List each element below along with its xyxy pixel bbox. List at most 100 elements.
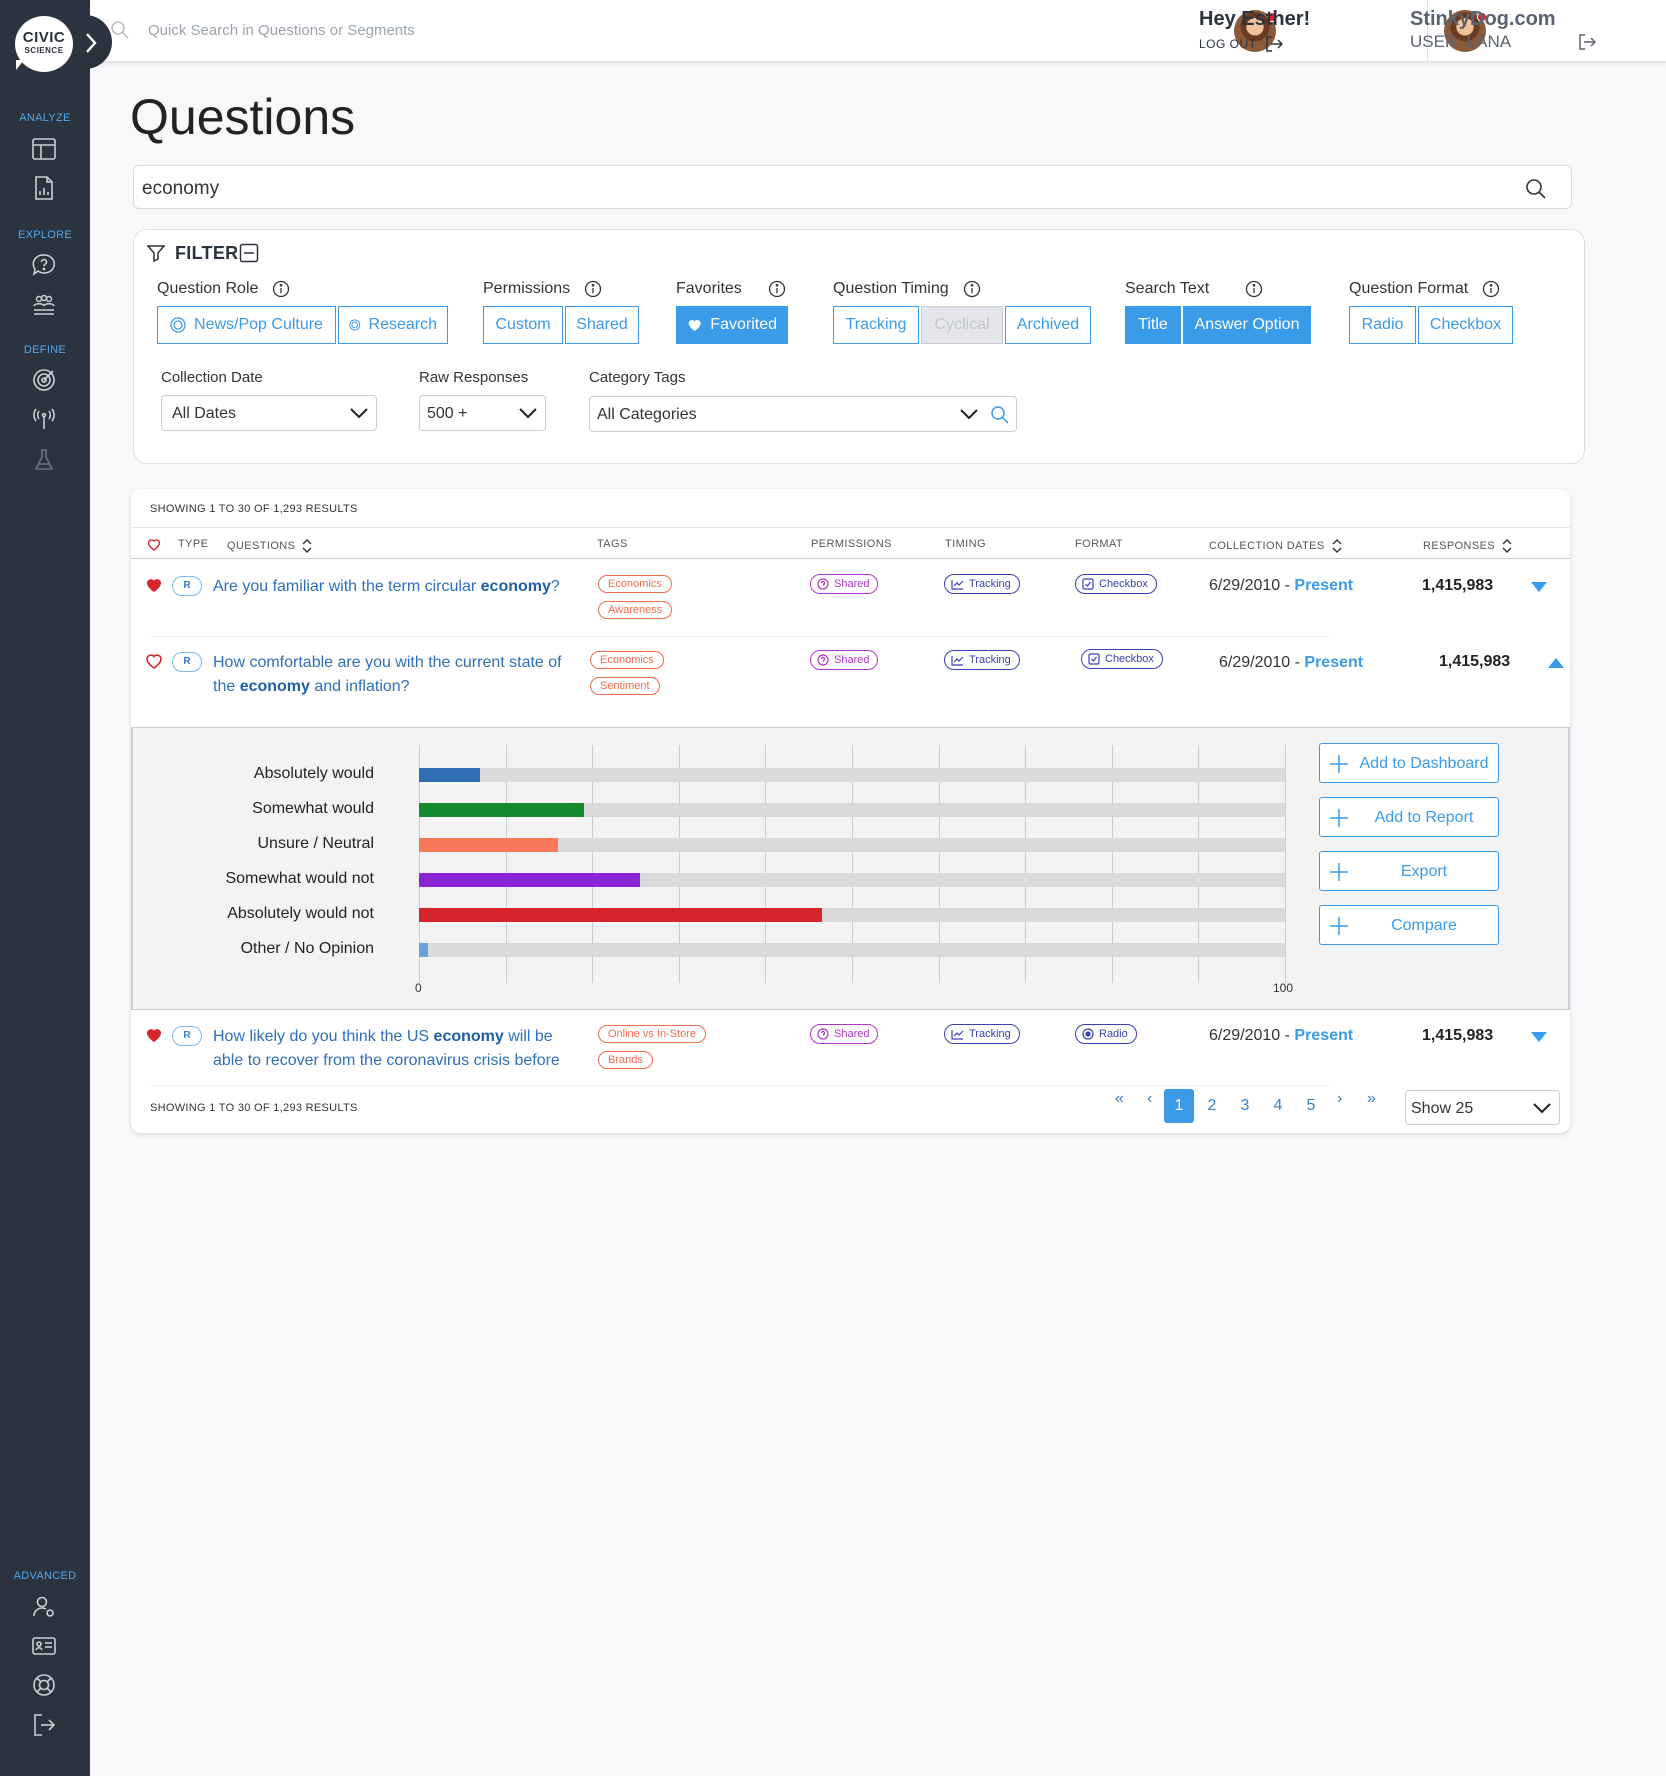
user-avatar[interactable] bbox=[1234, 10, 1277, 52]
permission-value: Shared bbox=[834, 653, 870, 666]
chart-bar-track bbox=[419, 803, 1285, 817]
heart-outline-icon[interactable] bbox=[147, 538, 161, 551]
role-news-pop-culture-button[interactable]: News/Pop Culture bbox=[157, 306, 336, 344]
tag-chip[interactable]: Online vs In-Store bbox=[598, 1025, 707, 1043]
col-collection-dates[interactable]: COLLECTION DATES bbox=[1209, 538, 1343, 554]
chart-bar[interactable] bbox=[419, 943, 428, 957]
info-icon[interactable] bbox=[963, 280, 981, 298]
question-link[interactable]: Are you familiar with the term circular … bbox=[213, 575, 560, 599]
search-answer-option-button[interactable]: Answer Option bbox=[1183, 306, 1311, 344]
timing-cyclical-button[interactable]: Cyclical bbox=[921, 306, 1003, 344]
page-5-button[interactable]: 5 bbox=[1306, 1097, 1316, 1114]
expand-caret-icon[interactable] bbox=[1530, 581, 1548, 593]
role-research-button[interactable]: Research bbox=[338, 306, 448, 344]
page-2-button[interactable]: 2 bbox=[1207, 1097, 1217, 1114]
chart-bar[interactable] bbox=[419, 838, 558, 852]
section-explore: EXPLORE bbox=[17, 229, 73, 241]
favorite-heart-outline-icon[interactable] bbox=[145, 653, 163, 669]
category-tags-select[interactable]: All Categories bbox=[589, 396, 1017, 432]
question-search-field[interactable]: economy bbox=[133, 165, 1572, 209]
table-row-expanded[interactable]: R How comfortable are you with the curre… bbox=[131, 637, 1570, 727]
question-link[interactable]: How likely do you think the US economy w… bbox=[213, 1025, 560, 1073]
trend-icon bbox=[951, 655, 964, 666]
timing-archived-button[interactable]: Archived bbox=[1005, 306, 1091, 344]
next-page-button[interactable]: › bbox=[1337, 1090, 1343, 1107]
question-bubble-icon[interactable] bbox=[31, 252, 57, 278]
logout-link[interactable]: LOG OUT bbox=[1199, 36, 1283, 52]
permission-pill: Shared bbox=[810, 650, 879, 670]
info-icon[interactable] bbox=[584, 280, 602, 298]
chart-bar[interactable] bbox=[419, 908, 822, 922]
col-responses[interactable]: RESPONSES bbox=[1423, 538, 1513, 554]
dashboard-icon[interactable] bbox=[31, 136, 57, 162]
expand-caret-icon[interactable] bbox=[1530, 1031, 1548, 1043]
question-text-end: and inflation? bbox=[309, 678, 410, 695]
favorite-heart-icon[interactable] bbox=[145, 577, 163, 593]
format-checkbox-button[interactable]: Checkbox bbox=[1418, 306, 1513, 344]
signal-icon[interactable] bbox=[31, 406, 57, 432]
page-size-select[interactable]: Show 25 bbox=[1405, 1090, 1560, 1125]
id-card-icon[interactable] bbox=[31, 1633, 57, 1659]
tag-chip[interactable]: Brands bbox=[598, 1051, 653, 1069]
chart-gridline bbox=[1025, 745, 1027, 983]
category-search-icon[interactable] bbox=[990, 405, 1010, 425]
civic-science-logo[interactable]: CIVIC SCIENCE bbox=[15, 16, 73, 72]
report-icon[interactable] bbox=[31, 175, 57, 201]
sort-icon bbox=[302, 539, 312, 553]
permission-custom-button[interactable]: Custom bbox=[483, 306, 563, 344]
logo-line2: SCIENCE bbox=[24, 46, 64, 55]
format-radio-button[interactable]: Radio bbox=[1349, 306, 1416, 344]
question-link[interactable]: How comfortable are you with the current… bbox=[213, 651, 562, 699]
raw-responses-select[interactable]: 500 + bbox=[419, 395, 546, 431]
collapse-caret-icon[interactable] bbox=[1547, 657, 1565, 669]
permissions-group: Custom Shared bbox=[483, 306, 641, 344]
chart-bar[interactable] bbox=[419, 803, 584, 817]
tag-chip[interactable]: Awareness bbox=[598, 601, 673, 619]
date-start: 6/29/2010 bbox=[1209, 577, 1281, 594]
segments-icon[interactable] bbox=[31, 291, 57, 317]
page-4-button[interactable]: 4 bbox=[1273, 1097, 1283, 1114]
tag-chip[interactable]: Economics bbox=[598, 575, 672, 593]
search-title-button[interactable]: Title bbox=[1125, 306, 1181, 344]
favorited-toggle-button[interactable]: Favorited bbox=[676, 306, 788, 344]
info-icon[interactable] bbox=[1482, 280, 1500, 298]
search-submit-icon[interactable] bbox=[1525, 178, 1547, 200]
favorite-heart-icon[interactable] bbox=[145, 1027, 163, 1043]
compare-button[interactable]: Compare bbox=[1319, 905, 1499, 945]
timing-tracking-button[interactable]: Tracking bbox=[833, 306, 919, 344]
trend-icon bbox=[951, 579, 964, 590]
first-page-button[interactable]: « bbox=[1115, 1090, 1124, 1107]
collapse-filter-icon[interactable] bbox=[239, 243, 259, 263]
info-icon[interactable] bbox=[768, 280, 786, 298]
collection-date-select[interactable]: All Dates bbox=[161, 395, 377, 431]
page-3-button[interactable]: 3 bbox=[1240, 1097, 1250, 1114]
info-icon[interactable] bbox=[272, 280, 290, 298]
last-page-button[interactable]: » bbox=[1367, 1090, 1376, 1107]
date-start: 6/29/2010 bbox=[1219, 654, 1291, 671]
prev-page-button[interactable]: ‹ bbox=[1147, 1090, 1153, 1107]
chart-bar[interactable] bbox=[419, 873, 640, 887]
chart-bar[interactable] bbox=[419, 768, 480, 782]
add-to-dashboard-button[interactable]: Add to Dashboard bbox=[1319, 743, 1499, 783]
account-switcher[interactable] bbox=[1427, 0, 1666, 62]
info-icon[interactable] bbox=[1245, 280, 1263, 298]
permission-shared-button[interactable]: Shared bbox=[565, 306, 639, 344]
question-timing-group: Tracking Cyclical Archived bbox=[833, 306, 1093, 344]
user-settings-icon[interactable] bbox=[31, 1594, 57, 1620]
tag-chip[interactable]: Sentiment bbox=[590, 677, 660, 695]
tag-chip[interactable]: Economics bbox=[590, 651, 664, 669]
table-row[interactable]: R How likely do you think the US economy… bbox=[131, 1010, 1570, 1087]
account-avatar[interactable] bbox=[1444, 10, 1487, 52]
target-icon[interactable] bbox=[31, 367, 57, 393]
page-1-button[interactable]: 1 bbox=[1164, 1089, 1194, 1123]
account-exit-icon[interactable] bbox=[1578, 34, 1596, 50]
export-button[interactable]: Export bbox=[1319, 851, 1499, 891]
quick-search-input[interactable]: Quick Search in Questions or Segments bbox=[148, 22, 415, 39]
lifebuoy-icon[interactable] bbox=[31, 1672, 57, 1698]
flask-icon[interactable] bbox=[31, 447, 57, 473]
add-to-report-button[interactable]: Add to Report bbox=[1319, 797, 1499, 837]
table-row[interactable]: R Are you familiar with the term circula… bbox=[131, 560, 1570, 637]
col-questions[interactable]: QUESTIONS bbox=[227, 538, 313, 554]
chart-tick-label: 100 bbox=[1273, 981, 1294, 995]
exit-icon[interactable] bbox=[31, 1712, 57, 1738]
